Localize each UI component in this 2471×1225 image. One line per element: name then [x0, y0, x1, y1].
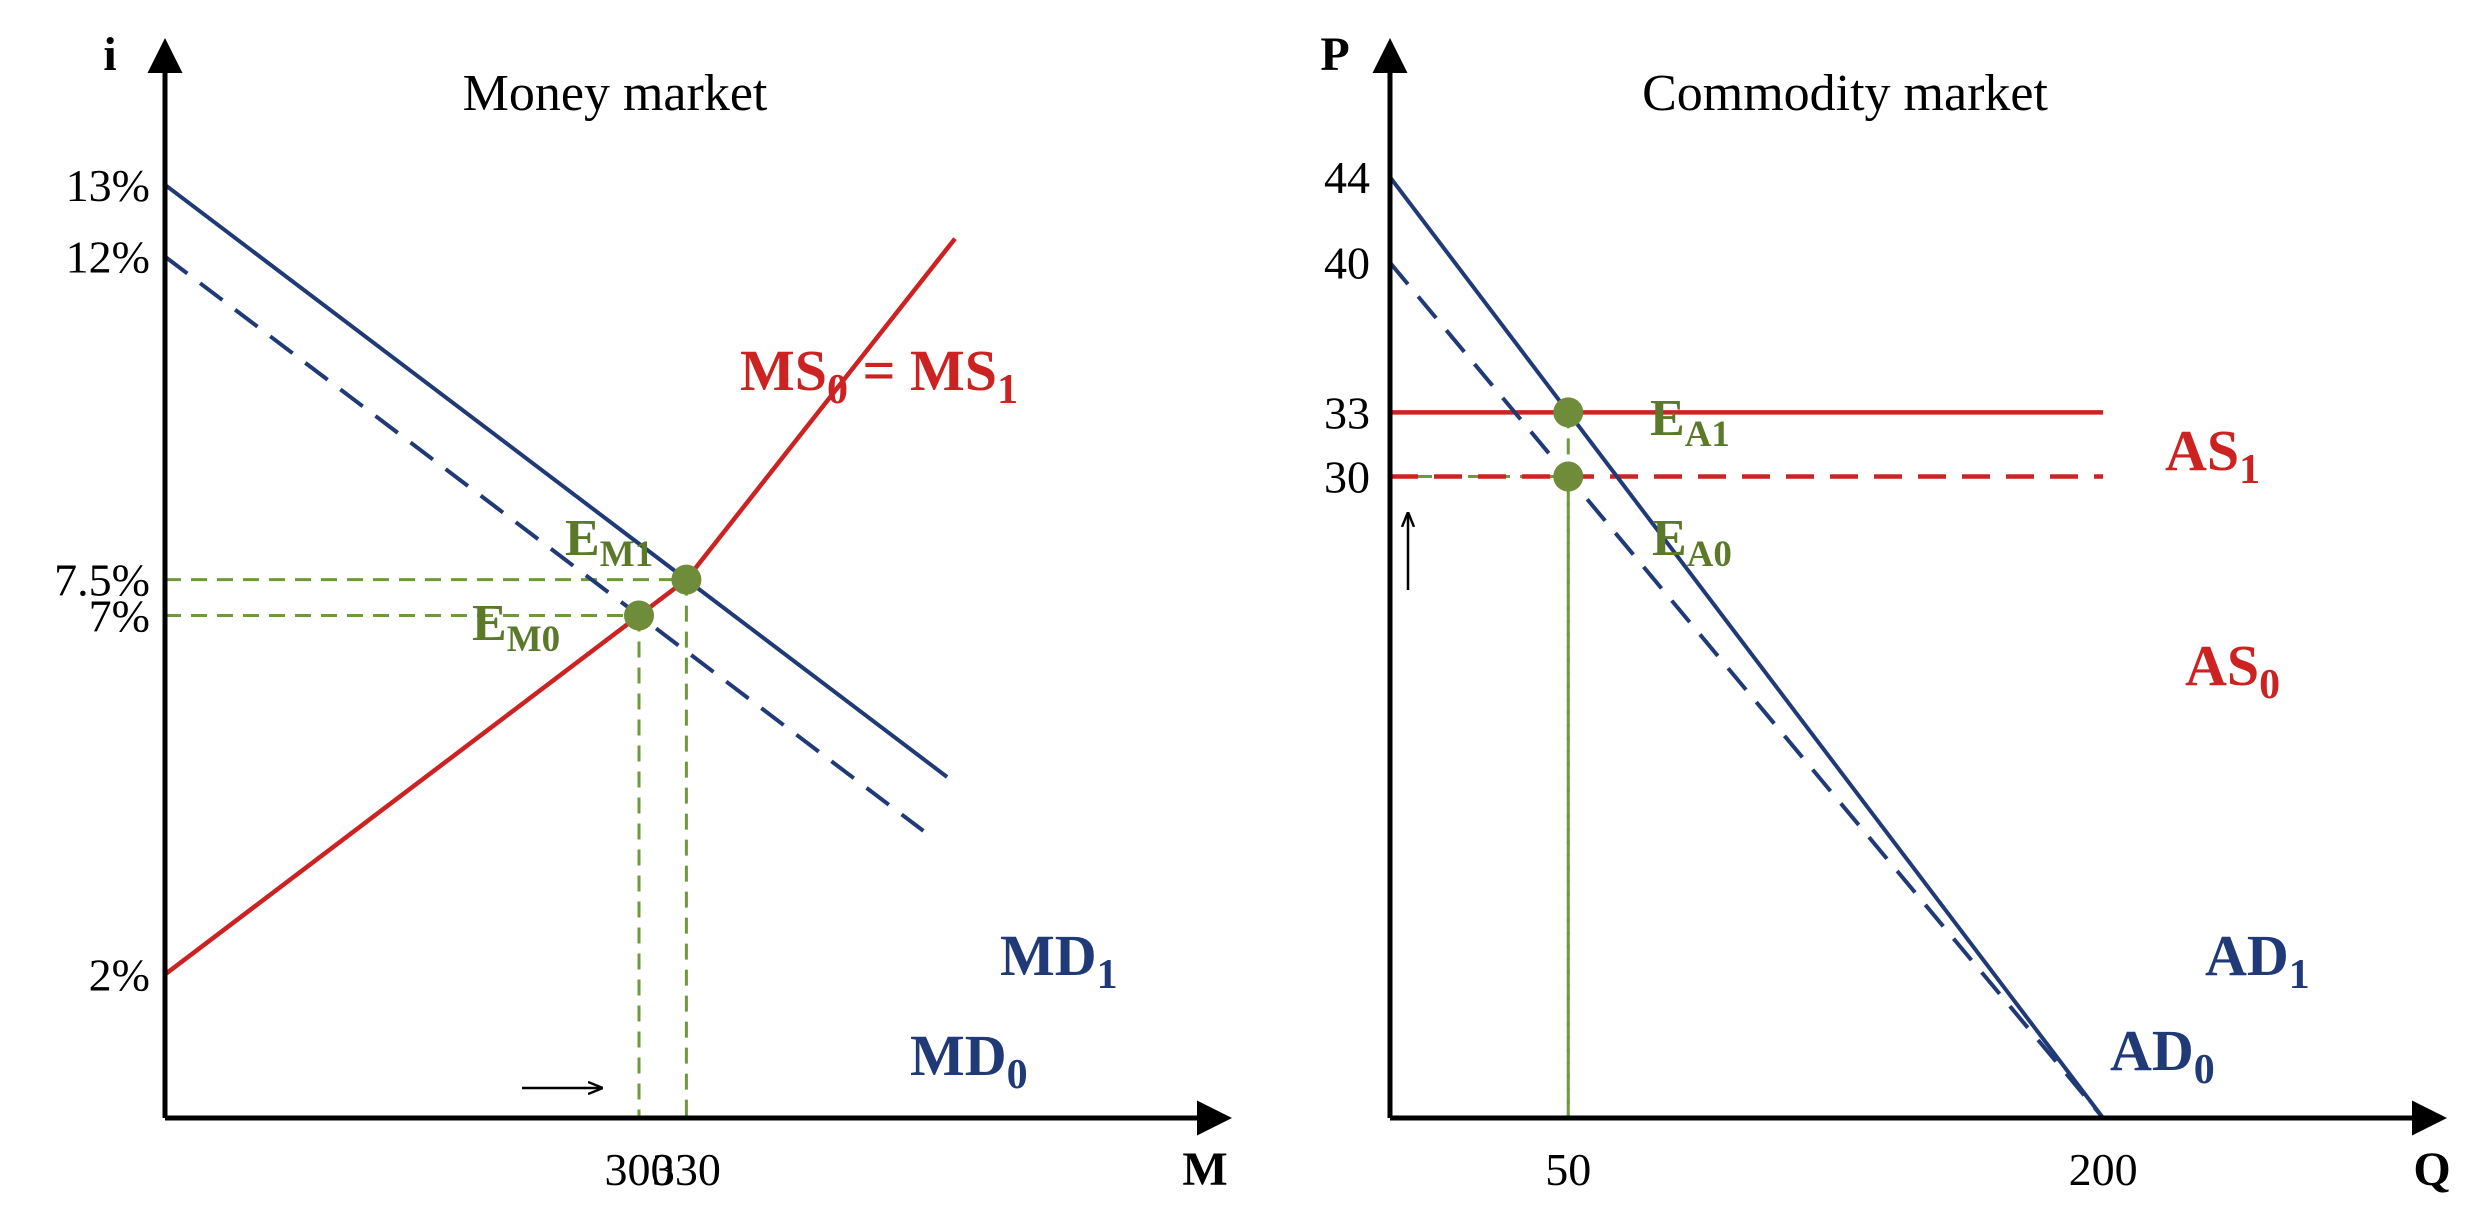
- commodity-point-ea1: [1553, 397, 1584, 428]
- money-y-axis-label: i: [103, 28, 116, 81]
- commodity-series-label: AS1: [2165, 418, 2260, 493]
- commodity-series-label: AS0: [2185, 633, 2280, 708]
- money-series-label: MD1: [1000, 923, 1118, 998]
- commodity-point-label: EA0: [1652, 510, 1732, 575]
- money-y-tick-label: 7.5%: [54, 555, 150, 606]
- money-point-em1: [671, 564, 702, 595]
- money-point-label: EM0: [472, 595, 560, 660]
- money-y-tick-label: 2%: [89, 949, 150, 1000]
- commodity-series-label: AD1: [2205, 923, 2310, 998]
- commodity-chart-title: Commodity market: [1642, 65, 2048, 122]
- money-y-tick-label: 13%: [66, 160, 150, 211]
- money-x-tick-label: 300: [605, 1144, 674, 1195]
- commodity-y-tick-label: 40: [1324, 238, 1370, 289]
- money-chart-title: Money market: [463, 65, 768, 122]
- money-series-md1: [163, 183, 949, 779]
- commodity-y-tick-label: 33: [1324, 387, 1370, 438]
- commodity-y-tick-label: 30: [1324, 452, 1370, 503]
- commodity-x-axis-label: Q: [2413, 1143, 2450, 1196]
- money-point-label: EM1: [565, 510, 653, 575]
- money-series-label: MS0 = MS1: [740, 338, 1018, 413]
- commodity-series-ad1: [1388, 175, 2105, 1120]
- commodity-x-tick-label: 200: [2069, 1144, 2138, 1195]
- money-y-tick-label: 12%: [66, 232, 150, 283]
- commodity-series-ad0: [1388, 261, 2105, 1120]
- commodity-x-tick-label: 50: [1545, 1144, 1591, 1195]
- money-y-tick-label: 7%: [89, 591, 150, 642]
- money-series-ms0ms1: [163, 237, 957, 977]
- money-x-axis-label: M: [1182, 1143, 1227, 1196]
- money-series-label: MD0: [910, 1023, 1028, 1098]
- money-x-tick-label: 330: [652, 1144, 721, 1195]
- commodity-point-ea0: [1553, 461, 1584, 492]
- commodity-series-label: AD0: [2110, 1018, 2215, 1093]
- commodity-y-tick-label: 44: [1324, 152, 1370, 203]
- commodity-y-axis-label: P: [1320, 28, 1349, 81]
- money-point-em0: [624, 600, 654, 631]
- commodity-point-label: EA1: [1650, 390, 1730, 455]
